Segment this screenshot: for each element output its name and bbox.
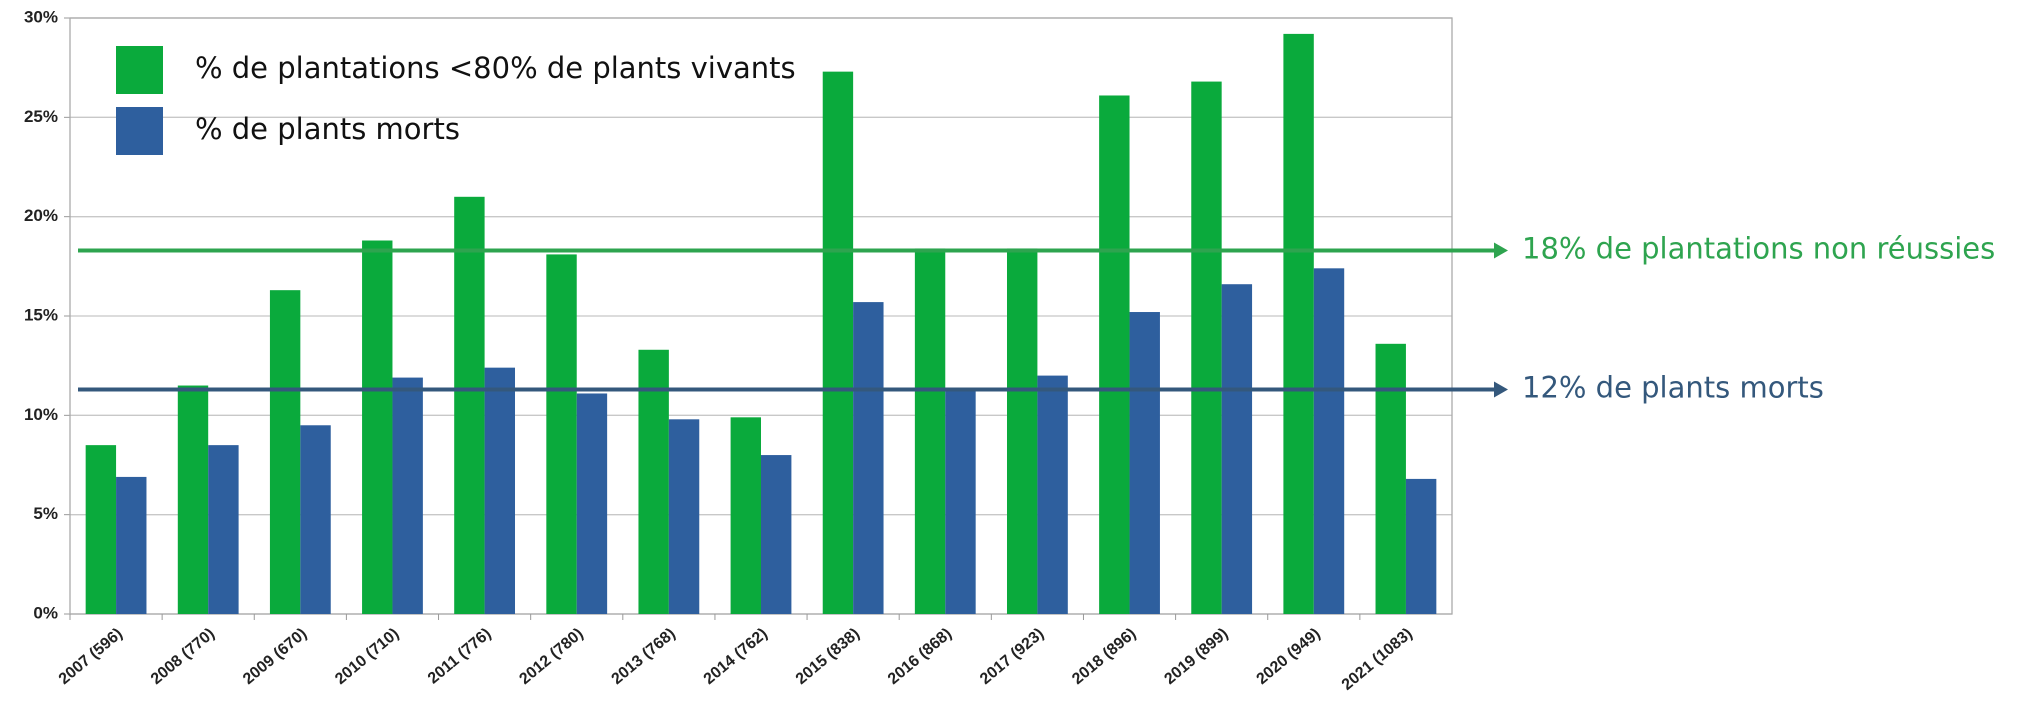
bar xyxy=(1099,95,1130,615)
bar xyxy=(1313,268,1345,614)
bar xyxy=(945,389,976,614)
bar xyxy=(668,419,700,614)
x-tick-label: 2016 (868) xyxy=(885,625,955,688)
legend-label: % de plants morts xyxy=(195,112,460,146)
bar xyxy=(546,254,577,614)
y-tick-label: 15% xyxy=(24,305,58,324)
x-tick-label: 2018 (896) xyxy=(1069,625,1139,688)
annotation: 12% de plants morts xyxy=(1522,371,1824,405)
x-tick-label: 2009 (670) xyxy=(240,625,310,688)
x-tick-label: 2010 (710) xyxy=(332,625,402,688)
x-tick-label: 2021 (1083) xyxy=(1339,625,1416,694)
bar xyxy=(1037,375,1068,614)
bar xyxy=(761,455,792,614)
legend-swatch xyxy=(116,107,163,155)
bar xyxy=(1221,284,1253,614)
y-tick-label: 10% xyxy=(24,405,58,424)
bar xyxy=(1405,478,1437,614)
x-tick-label: 2017 (923) xyxy=(977,625,1047,688)
y-tick-label: 0% xyxy=(33,603,58,622)
bar xyxy=(1006,248,1038,614)
y-tick-label: 30% xyxy=(24,7,58,26)
x-tick-label: 2020 (949) xyxy=(1253,625,1323,688)
bar xyxy=(730,417,761,614)
bar xyxy=(454,196,485,615)
x-tick-label: 2008 (770) xyxy=(148,625,218,688)
x-tick-label: 2019 (899) xyxy=(1161,625,1231,688)
bar xyxy=(1283,33,1314,615)
annotation: 18% de plantations non réussies xyxy=(1522,231,1995,265)
y-tick-label: 5% xyxy=(33,504,58,523)
x-tick-label: 2014 (762) xyxy=(701,625,771,688)
x-tick-label: 2015 (838) xyxy=(793,625,863,688)
bar xyxy=(853,302,884,614)
bar xyxy=(85,445,117,614)
bar xyxy=(1375,343,1406,614)
arrow-head xyxy=(1494,242,1508,259)
bar xyxy=(576,393,608,614)
x-tick-label: 2007 (596) xyxy=(56,625,126,688)
bar xyxy=(822,71,854,614)
bar xyxy=(362,240,393,615)
bar xyxy=(1191,81,1222,614)
legend-swatch xyxy=(116,46,163,94)
legend-label: % de plantations <80% de plants vivants xyxy=(195,51,796,85)
x-tick-label: 2012 (780) xyxy=(516,625,586,688)
y-tick-label: 25% xyxy=(24,107,58,126)
bar xyxy=(638,349,669,614)
x-tick-label: 2011 (776) xyxy=(425,625,495,687)
bar xyxy=(484,367,516,614)
bar xyxy=(392,377,423,614)
bar xyxy=(914,248,946,614)
bar xyxy=(116,476,147,614)
y-tick-label: 20% xyxy=(24,206,58,225)
bar xyxy=(1129,312,1160,614)
arrow-head xyxy=(1494,381,1508,398)
bar xyxy=(269,290,301,614)
bar xyxy=(300,425,331,614)
bar xyxy=(208,445,239,614)
x-tick-label: 2013 (768) xyxy=(609,625,679,688)
bar xyxy=(177,385,209,614)
